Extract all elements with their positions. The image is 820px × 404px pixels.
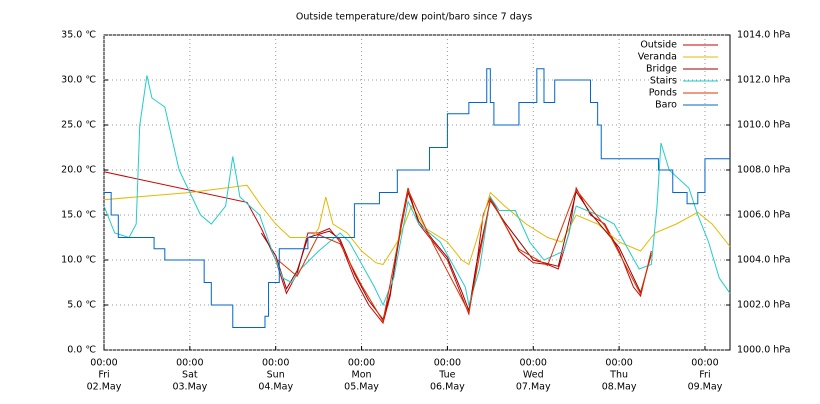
y-tick-label: 20.0 ℃ [61, 165, 96, 176]
y-tick-label: 0.0 ℃ [67, 345, 96, 356]
legend-label: Baro [655, 100, 677, 111]
series-line [103, 75, 731, 307]
y-tick-label: 25.0 ℃ [61, 120, 96, 131]
y2-tick-label: 1008.0 hPa [737, 165, 790, 176]
x-tick-label: 00:00 [520, 358, 547, 369]
x-tick-day: Tue [438, 370, 455, 381]
y2-tick-label: 1004.0 hPa [737, 255, 790, 266]
x-tick-date: 08.May [602, 382, 637, 393]
x-tick-label: 00:00 [90, 358, 117, 369]
y-tick-label: 35.0 ℃ [61, 30, 96, 41]
y2-tick-label: 1012.0 hPa [737, 75, 790, 86]
x-tick-label: 00:00 [262, 358, 289, 369]
legend-label: Bridge [646, 64, 677, 75]
x-tick-date: 05.May [344, 382, 379, 393]
x-tick-date: 07.May [516, 382, 551, 393]
series-line [103, 171, 652, 325]
x-tick-date: 09.May [688, 382, 723, 393]
y-tick-label: 5.0 ℃ [67, 300, 96, 311]
x-tick-date: 02.May [87, 382, 122, 393]
y2-tick-label: 1000.0 hPa [737, 345, 790, 356]
chart-title: Outside temperature/dew point/baro since… [296, 12, 532, 23]
x-tick-day: Sat [182, 370, 198, 381]
y-tick-label: 15.0 ℃ [61, 210, 96, 221]
series-line [103, 184, 731, 266]
x-tick-date: 06.May [430, 382, 465, 393]
y2-tick-label: 1006.0 hPa [737, 210, 790, 221]
y2-tick-label: 1010.0 hPa [737, 120, 790, 131]
legend-label: Veranda [638, 52, 677, 63]
x-tick-label: 00:00 [691, 358, 718, 369]
x-tick-label: 00:00 [176, 358, 203, 369]
legend-label: Ponds [649, 88, 677, 99]
x-tick-label: 00:00 [348, 358, 375, 369]
x-tick-day: Thu [609, 370, 628, 381]
legend-label: Stairs [650, 76, 677, 87]
x-tick-day: Fri [98, 370, 109, 381]
plot-frame [103, 34, 731, 351]
series-line [104, 68, 730, 328]
legend-label: Outside [640, 40, 677, 51]
y-tick-label: 30.0 ℃ [61, 75, 96, 86]
x-tick-date: 03.May [172, 382, 207, 393]
x-tick-day: Wed [523, 370, 544, 381]
x-tick-date: 04.May [258, 382, 293, 393]
y-tick-label: 10.0 ℃ [61, 255, 96, 266]
x-tick-day: Fri [699, 370, 710, 381]
x-tick-label: 00:00 [605, 358, 632, 369]
y2-tick-label: 1002.0 hPa [737, 300, 790, 311]
y2-tick-label: 1014.0 hPa [737, 30, 790, 41]
series-line [275, 188, 652, 323]
x-tick-day: Sun [267, 370, 285, 381]
x-tick-day: Mon [352, 370, 372, 381]
x-tick-label: 00:00 [434, 358, 461, 369]
